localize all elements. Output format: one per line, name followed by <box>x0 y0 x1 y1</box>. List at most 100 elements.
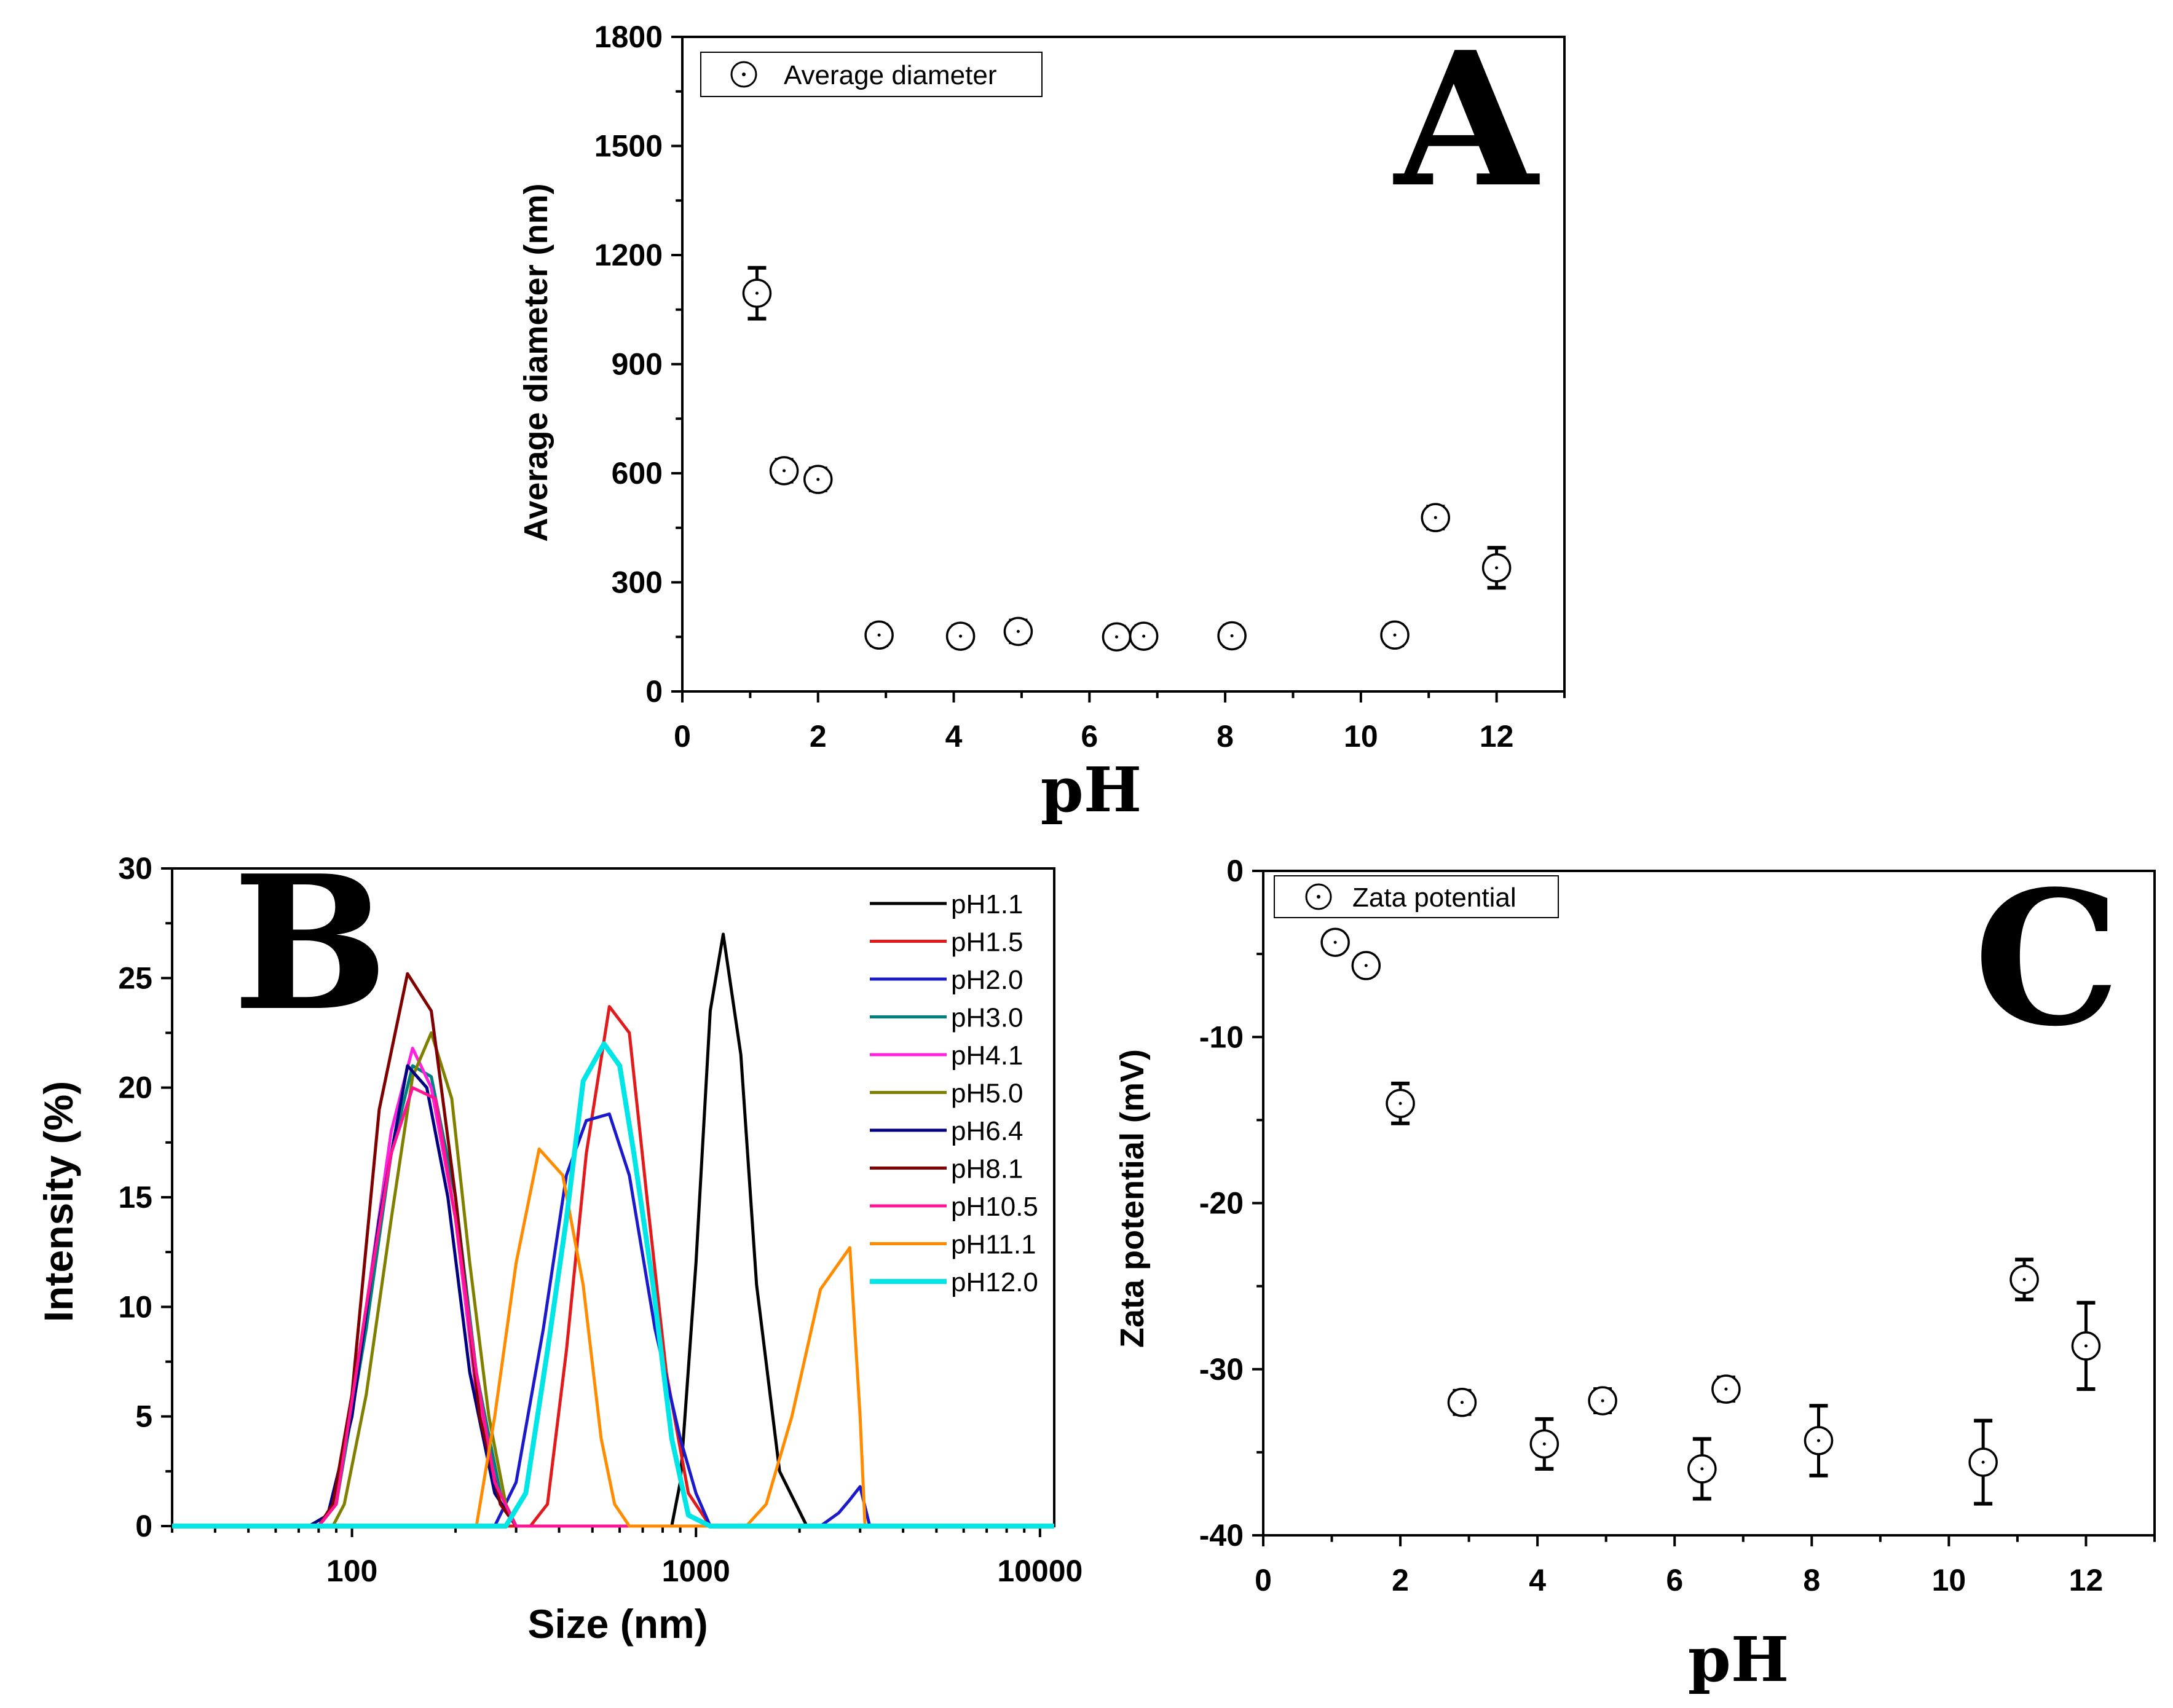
panel-c-legend: Zata potential <box>1274 875 1559 918</box>
series-line-ph8-1 <box>172 972 1054 1528</box>
panel-b-y-axis-label: Intensity (%) <box>36 1081 81 1322</box>
panel-c-legend-marker <box>1305 883 1332 910</box>
x-tick-label: 2 <box>810 719 827 754</box>
y-tick-label: 0 <box>1226 854 1244 888</box>
x-tick-label: 0 <box>674 719 691 754</box>
panel-c-data-points <box>1320 927 2101 1506</box>
data-point-center <box>755 291 759 295</box>
panel-b-legend: pH1.1 pH1.5 pH2.0 pH3.0 pH4.1 pH5.0 pH6.4 pH8.1… <box>870 889 1038 1297</box>
x-tick-label: 10000 <box>997 1554 1083 1588</box>
x-tick-label: 1000 <box>662 1554 730 1588</box>
y-tick-label: 0 <box>135 1509 152 1543</box>
y-tick-label: 5 <box>135 1399 152 1434</box>
data-point-center <box>1700 1467 1704 1471</box>
series-line-ph1-5 <box>172 1005 1054 1528</box>
data-point-center <box>816 478 820 481</box>
panel-c-axis-ticks: 0 2 4 6 8 10 12 -40 -30 -20 -10 0 <box>1199 854 2156 1597</box>
data-point-center <box>959 634 963 638</box>
series-line-ph2-0 <box>172 1112 1054 1528</box>
series-line-ph3-0 <box>172 1064 1054 1528</box>
legend-label: pH2.0 <box>951 965 1023 995</box>
panel-c: 0 2 4 6 8 10 12 -40 -30 -20 -10 0 C pH Zata potenti… <box>1114 850 2156 1696</box>
data-point-center <box>1230 634 1234 637</box>
panel-b-x-axis-label: Size (nm) <box>527 1601 708 1647</box>
legend-label: pH1.5 <box>951 927 1023 958</box>
panel-a-legend: Average diameter <box>700 52 1043 97</box>
panel-a-letter: A <box>1392 11 1542 228</box>
legend-label: pH12.0 <box>951 1267 1038 1297</box>
panel-a: 0 2 4 6 8 10 12 0 300 600 900 1200 1500 1800 A pH Ave… <box>518 11 1566 826</box>
data-point-center <box>1981 1460 1985 1464</box>
series-line-ph10-5 <box>172 1086 1054 1528</box>
panel-b: 100 1000 10000 0 5 10 15 20 25 30 pH1.1 pH1.5 pH2.0… <box>36 835 1083 1647</box>
y-tick-label: 900 <box>612 347 663 382</box>
x-tick-label: 4 <box>945 719 963 754</box>
y-tick-label: 1200 <box>594 238 663 272</box>
legend-label: pH1.1 <box>951 889 1023 919</box>
legend-label: pH3.0 <box>951 1003 1023 1033</box>
series-line-ph12-0 <box>172 1041 1054 1529</box>
x-tick-label: 100 <box>326 1554 377 1588</box>
panel-b-axis-ticks: 100 1000 10000 0 5 10 15 20 25 30 <box>118 851 1083 1588</box>
panel-a-legend-box <box>700 52 1043 97</box>
data-point-center <box>783 469 786 473</box>
panel-c-legend-label: Zata potential <box>1352 883 1516 913</box>
x-tick-label: 4 <box>1529 1563 1546 1597</box>
y-tick-label: 15 <box>118 1180 152 1214</box>
series-line-ph4-1 <box>172 1047 1054 1528</box>
legend-label: pH6.4 <box>951 1116 1023 1146</box>
panel-a-x-axis-label: pH <box>1041 754 1142 826</box>
data-point-center <box>1364 964 1368 967</box>
x-tick-label: 6 <box>1666 1563 1683 1597</box>
x-tick-label: 10 <box>1932 1563 1966 1597</box>
y-tick-label: -30 <box>1199 1352 1244 1387</box>
data-point-center <box>1393 633 1397 637</box>
legend-label: pH11.1 <box>951 1230 1036 1260</box>
x-tick-label: 6 <box>1081 719 1098 754</box>
panel-a-data-points <box>742 266 1512 651</box>
x-tick-label: 10 <box>1344 719 1378 754</box>
panel-c-y-axis-label: Zata potential (mV) <box>1114 1049 1151 1348</box>
x-tick-label: 2 <box>1392 1563 1409 1597</box>
data-point-center <box>1724 1387 1728 1391</box>
x-tick-label: 8 <box>1803 1563 1820 1597</box>
data-point-center <box>1460 1401 1464 1404</box>
y-tick-label: 25 <box>118 961 152 995</box>
y-tick-label: -40 <box>1199 1518 1244 1553</box>
data-point-center <box>1542 1442 1546 1446</box>
panel-a-legend-marker <box>730 61 757 88</box>
y-tick-label: -20 <box>1199 1186 1244 1221</box>
data-point-center <box>1398 1101 1402 1105</box>
panel-c-x-axis-label: pH <box>1688 1623 1789 1696</box>
legend-label: pH10.5 <box>951 1192 1038 1222</box>
data-point-center <box>1495 566 1499 570</box>
series-line-ph1-1 <box>172 932 1054 1528</box>
y-tick-label: -10 <box>1199 1020 1244 1054</box>
data-point-center <box>1142 634 1146 638</box>
series-line-ph6-4 <box>172 1064 1054 1528</box>
data-point-center <box>877 633 881 637</box>
x-tick-label: 12 <box>2069 1563 2104 1597</box>
x-tick-label: 0 <box>1255 1563 1272 1597</box>
panel-a-legend-marker-dot <box>742 73 746 76</box>
series-line-ph11-1 <box>172 1147 1054 1528</box>
data-point-center <box>2084 1344 2088 1348</box>
panel-a-legend-label: Average diameter <box>784 60 997 90</box>
data-point-center <box>1333 940 1337 944</box>
y-tick-label: 20 <box>118 1071 152 1105</box>
panel-a-y-axis-label: Average diameter (nm) <box>518 183 554 541</box>
data-point-center <box>2022 1278 2026 1281</box>
legend-label: pH8.1 <box>951 1154 1023 1184</box>
data-point-center <box>1601 1399 1604 1403</box>
legend-label: pH5.0 <box>951 1079 1023 1109</box>
y-tick-label: 300 <box>612 565 663 600</box>
panel-b-letter: B <box>232 835 388 1052</box>
data-point-center <box>1434 516 1437 519</box>
x-tick-label: 8 <box>1217 719 1234 754</box>
y-tick-label: 600 <box>612 456 663 490</box>
legend-label: pH4.1 <box>951 1041 1023 1071</box>
data-point-center <box>1114 635 1118 639</box>
data-point-center <box>1816 1439 1820 1442</box>
panel-c-legend-marker-dot <box>1317 895 1320 899</box>
